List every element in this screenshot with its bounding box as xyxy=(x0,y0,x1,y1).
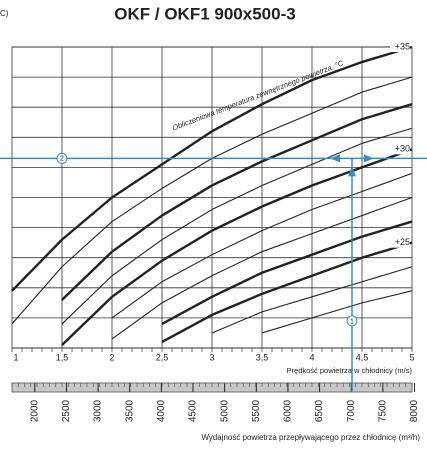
curve xyxy=(111,196,413,340)
x2-tick-label: 3500 xyxy=(124,399,135,422)
x2-tick-label: 4500 xyxy=(188,399,199,422)
x-tick-label: 3 xyxy=(209,352,214,362)
x2-tick-label: 7000 xyxy=(346,399,357,422)
x2-tick-label: 6500 xyxy=(314,399,325,422)
x2-tick-label: 2500 xyxy=(61,399,72,422)
curve-label: +35 xyxy=(395,41,410,51)
curve-label: +25 xyxy=(395,237,410,247)
x-tick-label: 1 xyxy=(13,352,18,362)
curve-label-bg xyxy=(390,143,410,155)
x2-tick-label: 7500 xyxy=(378,399,389,422)
curve xyxy=(11,45,413,292)
x-tick-label: 2,5 xyxy=(156,352,169,362)
curve xyxy=(61,103,413,301)
curve xyxy=(211,266,413,334)
curve xyxy=(161,220,413,325)
x-tick-label: 4,5 xyxy=(356,352,369,362)
x-tick-label: 2 xyxy=(109,352,114,362)
x2-tick-label: 2000 xyxy=(29,399,40,422)
x-tick-label: 5 xyxy=(409,352,414,362)
x-tick-label: 3,5 xyxy=(256,352,269,362)
curve xyxy=(261,290,413,334)
x2-tick-label: 6000 xyxy=(283,399,294,422)
marker-label: 2 xyxy=(60,156,64,163)
x2-axis-label: Wydajność powietrza przepływającego prze… xyxy=(201,433,420,442)
marker xyxy=(56,152,68,164)
curve-label-bg xyxy=(390,41,410,52)
x2-tick-label: 5000 xyxy=(219,399,230,422)
curve-label-bg xyxy=(390,236,410,248)
guide-arrow xyxy=(348,166,356,177)
x2-tick-label: 4000 xyxy=(156,399,167,422)
marker xyxy=(346,315,358,327)
curve xyxy=(61,127,413,325)
curve-label: +30 xyxy=(395,144,410,154)
x-tick-label: 1,5 xyxy=(56,352,69,362)
curve-caption: Obliczeniowa temperatura zewnętrznego po… xyxy=(171,58,345,132)
x-tick-label: 4 xyxy=(309,352,314,362)
marker-label: 1 xyxy=(350,318,354,325)
chart-title: OKF / OKF1 900x500-3 xyxy=(114,4,295,23)
x2-tick-label: 8000 xyxy=(409,399,420,422)
x2-tick-label: 5500 xyxy=(251,399,262,422)
corner-text: C) xyxy=(0,9,9,18)
x2-tick-label: 3000 xyxy=(93,399,104,422)
curve xyxy=(161,241,413,344)
x-axis-label: Prędkość powietrza w chłodnicy (m/s) xyxy=(287,366,413,375)
guide-arrow xyxy=(330,154,340,163)
curve xyxy=(61,148,413,346)
curve xyxy=(111,172,413,319)
guide-arrow xyxy=(364,154,374,163)
